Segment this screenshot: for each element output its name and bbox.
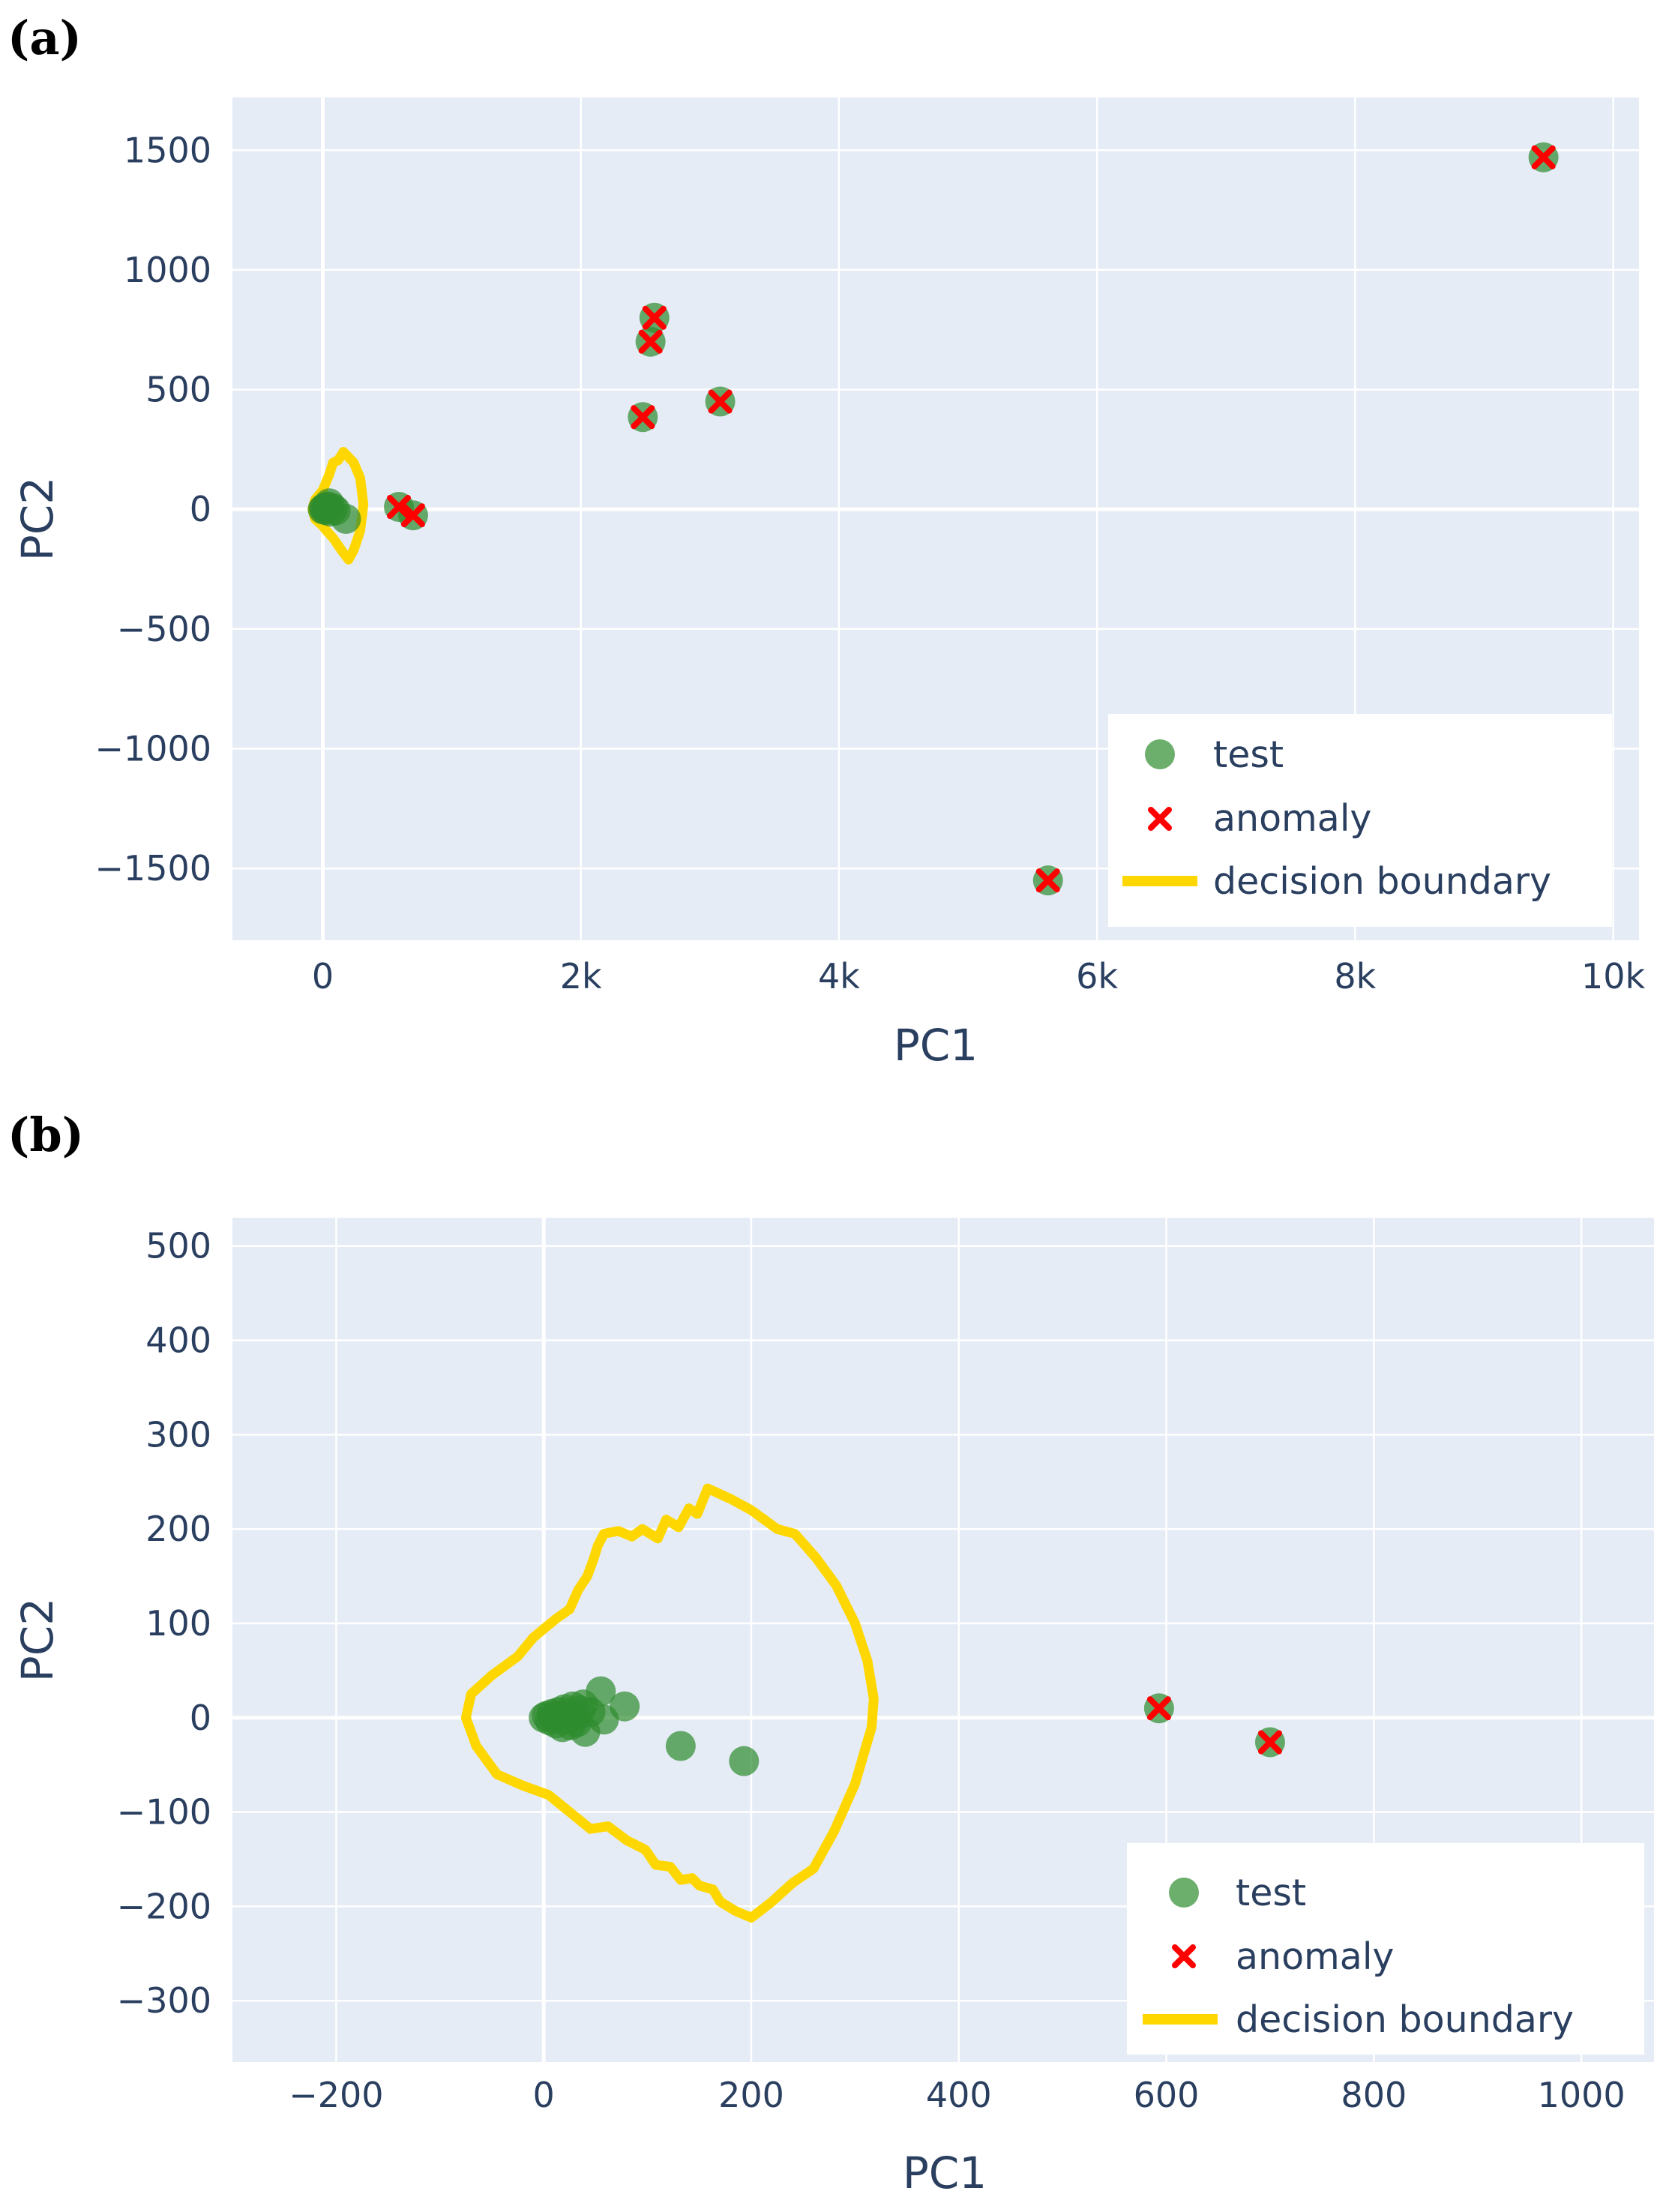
anomaly-point: [1531, 145, 1556, 169]
x-tick-label: 400: [926, 2075, 992, 2115]
legend-test-label: test: [1213, 733, 1284, 776]
x-tick-label: 1000: [1538, 2075, 1626, 2115]
x-axis-title: PC1: [894, 1020, 978, 1071]
legend-test-label: test: [1236, 1872, 1306, 1914]
x-tick-label: 200: [718, 2075, 784, 2115]
y-tick-label: 500: [145, 1226, 211, 1266]
y-tick-label: 300: [145, 1414, 211, 1455]
legend[interactable]: test anomaly decision boundary: [1108, 714, 1612, 927]
x-tick-label: 0: [312, 956, 334, 997]
x-axis-title: PC1: [903, 2148, 987, 2199]
anomaly-point: [631, 405, 655, 430]
test-point: [610, 1691, 640, 1722]
legend-test-marker: [1145, 739, 1175, 769]
y-tick-label: −500: [117, 609, 211, 649]
x-tick-label: 2k: [560, 956, 602, 997]
test-point: [586, 1676, 616, 1707]
x-tick-label: 800: [1341, 2075, 1407, 2115]
decision-boundary-layer: [460, 1483, 879, 1923]
legend[interactable]: test anomaly decision boundary: [1127, 1843, 1644, 2055]
decision-boundary-line: [460, 1483, 879, 1923]
legend-test-marker: [1169, 1878, 1199, 1908]
panel-label: (a): [7, 10, 82, 65]
legend-anomaly-marker: [1172, 1944, 1196, 1968]
anomaly-point: [638, 329, 663, 354]
y-axis-title: PC2: [12, 477, 63, 561]
y-tick-label: 100: [145, 1603, 211, 1644]
y-axis-title: PC2: [12, 1598, 63, 1682]
test-point: [331, 504, 361, 534]
legend-boundary-label: decision boundary: [1236, 1998, 1574, 2041]
anomaly-point: [387, 495, 412, 520]
y-tick-label: −1000: [94, 729, 211, 769]
x-tick-labels: 0 2k 4k 6k 8k 10k: [312, 956, 1646, 997]
legend-anomaly-label: anomaly: [1236, 1935, 1394, 1978]
test-point: [665, 1731, 696, 1761]
anomaly-point: [642, 305, 667, 330]
y-tick-label: −300: [117, 1980, 211, 2021]
y-tick-label: 500: [145, 370, 211, 410]
x-tick-label: 4k: [818, 956, 860, 997]
anomaly-point: [1146, 1696, 1171, 1721]
panel-b: (b) −200 0 200 400 600 800 1000 −300 −200 −100 0 1…: [7, 1107, 1654, 2199]
legend-anomaly-label: anomaly: [1213, 797, 1371, 840]
x-tick-label: 600: [1134, 2075, 1200, 2115]
x-tick-labels: −200 0 200 400 600 800 1000: [289, 2075, 1625, 2115]
legend-anomaly-marker: [1148, 807, 1172, 831]
panel-a: (a) 0 2k 4k 6k 8k 10k −1500 −1000 −500 0 500 1000 1…: [7, 10, 1646, 1071]
y-tick-label: 0: [190, 489, 211, 529]
y-tick-label: 400: [145, 1320, 211, 1361]
y-tick-label: −1500: [94, 848, 211, 889]
anomaly-point: [400, 503, 425, 528]
y-tick-label: −200: [117, 1886, 211, 1926]
anomaly-points-layer: [387, 145, 1556, 893]
legend-boundary-label: decision boundary: [1213, 860, 1551, 903]
x-tick-label: −200: [289, 2075, 383, 2115]
anomaly-points-layer: [1146, 1696, 1282, 1755]
y-tick-labels: −1500 −1000 −500 0 500 1000 1500: [94, 130, 211, 889]
x-tick-label: 0: [533, 2075, 555, 2115]
y-tick-labels: −300 −200 −100 0 100 200 300 400 500: [117, 1226, 211, 2021]
x-tick-label: 8k: [1334, 956, 1376, 997]
y-tick-label: 1000: [124, 250, 211, 290]
x-tick-label: 6k: [1076, 956, 1118, 997]
panel-label: (b): [7, 1107, 84, 1162]
anomaly-point: [1257, 1730, 1282, 1755]
y-tick-label: 200: [145, 1509, 211, 1549]
y-tick-label: 1500: [124, 130, 211, 170]
anomaly-point: [708, 389, 733, 414]
test-point: [729, 1746, 760, 1776]
y-tick-label: 0: [190, 1698, 211, 1738]
decision-boundary-line: [307, 447, 369, 565]
x-tick-label: 10k: [1581, 956, 1646, 997]
y-tick-label: −100: [117, 1792, 211, 1833]
decision-boundary-layer: [307, 447, 369, 565]
anomaly-point: [1035, 868, 1060, 893]
legend-box: [1108, 714, 1612, 927]
